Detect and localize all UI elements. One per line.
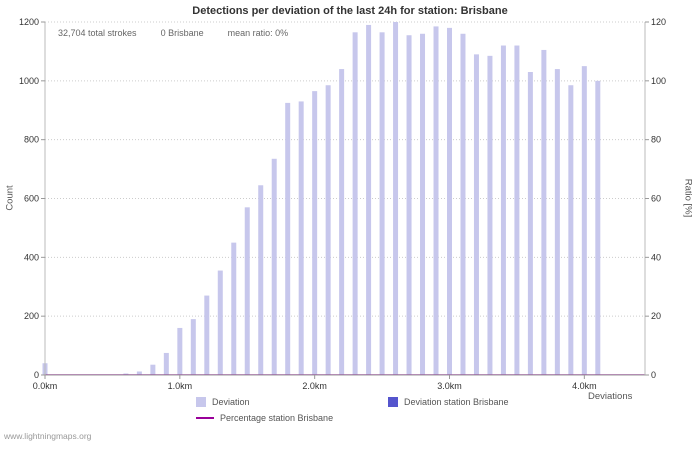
y-tick-label-left: 200 xyxy=(24,311,39,321)
percentage-line-swatch-icon xyxy=(196,417,214,419)
x-tick-label: 0.0km xyxy=(33,381,58,391)
bar xyxy=(231,242,237,375)
bar xyxy=(420,33,426,376)
x-tick-label: 1.0km xyxy=(168,381,193,391)
bar xyxy=(393,22,399,375)
bar xyxy=(177,327,183,375)
y-tick-label-left: 600 xyxy=(24,194,39,204)
bar xyxy=(527,72,533,375)
bar xyxy=(473,54,479,375)
bar xyxy=(595,80,601,375)
x-axis-label: Deviations xyxy=(588,391,633,402)
bar xyxy=(568,85,574,375)
chart-title: Detections per deviation of the last 24h… xyxy=(192,5,508,17)
bar xyxy=(554,69,560,376)
legend-label-deviation-station: Deviation station Brisbane xyxy=(404,397,509,407)
x-tick-label: 2.0km xyxy=(302,381,327,391)
bar xyxy=(285,102,291,375)
bar xyxy=(298,101,304,376)
bar xyxy=(514,45,520,376)
bar xyxy=(136,371,142,375)
bar xyxy=(163,352,169,375)
legend-label-deviation: Deviation xyxy=(212,397,250,407)
y-tick-label-left: 1200 xyxy=(19,17,39,27)
bar xyxy=(244,207,250,375)
legend-item-percentage-station: Percentage station Brisbane xyxy=(196,413,333,423)
y-tick-label-right: 100 xyxy=(651,76,666,86)
bar xyxy=(312,91,318,376)
x-tick-label: 4.0km xyxy=(572,381,597,391)
bar xyxy=(487,55,493,376)
y-tick-label-left: 0 xyxy=(34,370,39,380)
y-axis-label-left: Count xyxy=(4,185,16,211)
watermark: www.lightningmaps.org xyxy=(4,431,92,441)
bar xyxy=(406,35,412,376)
stats-row: 32,704 total strokes 0 Brisbane mean rat… xyxy=(58,28,288,38)
bar xyxy=(352,32,358,375)
y-tick-label-left: 800 xyxy=(24,135,39,145)
bar xyxy=(446,27,452,376)
y-tick-label-left: 400 xyxy=(24,252,39,262)
y-tick-label-right: 20 xyxy=(651,311,661,321)
bar xyxy=(190,319,196,375)
bar xyxy=(379,32,385,375)
mean-ratio-stat: mean ratio: 0% xyxy=(227,28,289,38)
bar xyxy=(581,66,587,375)
y-axis-label-right: Ratio [%] xyxy=(682,178,694,218)
legend-label-percentage-station: Percentage station Brisbane xyxy=(220,413,334,423)
y-tick-label-right: 60 xyxy=(651,194,661,204)
bar xyxy=(541,49,547,376)
bar xyxy=(433,26,439,375)
y-tick-label-left: 1000 xyxy=(19,76,39,86)
total-strokes-stat: 32,704 total strokes xyxy=(58,28,137,38)
x-tick-label: 3.0km xyxy=(437,381,462,391)
legend-item-deviation: Deviation xyxy=(196,397,250,407)
bar xyxy=(339,69,345,376)
bar xyxy=(366,24,372,376)
legend-item-deviation-station: Deviation station Brisbane xyxy=(388,397,509,407)
bar xyxy=(150,364,156,375)
y-tick-label-right: 80 xyxy=(651,135,661,145)
bar xyxy=(325,85,331,375)
bar xyxy=(500,45,506,376)
y-tick-label-right: 40 xyxy=(651,252,661,262)
bar xyxy=(204,295,210,375)
y-tick-label-right: 0 xyxy=(651,370,656,380)
deviation-swatch-icon xyxy=(196,397,206,407)
bar xyxy=(258,185,264,375)
station-strokes-stat: 0 Brisbane xyxy=(160,28,204,38)
bar xyxy=(271,158,277,375)
bar xyxy=(460,33,466,376)
bar xyxy=(217,270,223,375)
y-tick-label-right: 120 xyxy=(651,17,666,27)
deviation-station-swatch-icon xyxy=(388,397,398,407)
